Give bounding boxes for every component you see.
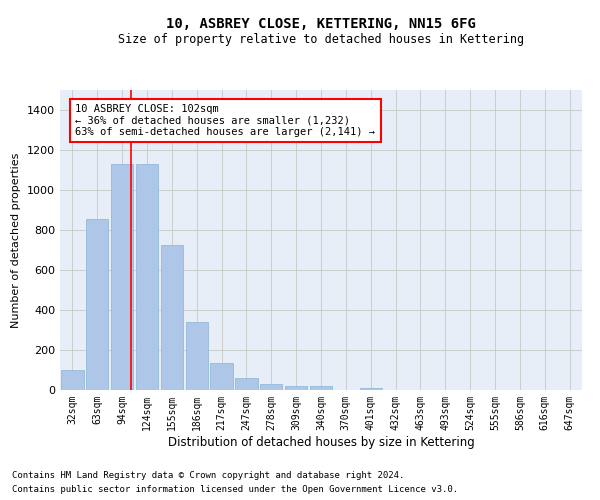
Bar (136, 164, 158, 390)
Text: 10, ASBREY CLOSE, KETTERING, NN15 6FG: 10, ASBREY CLOSE, KETTERING, NN15 6FG (166, 18, 476, 32)
Bar (61, 370, 83, 390)
Bar (185, 322, 208, 390)
Bar (86, 219, 109, 390)
Bar (111, 164, 133, 390)
Bar (260, 384, 283, 390)
Bar (359, 388, 382, 390)
Text: Contains HM Land Registry data © Crown copyright and database right 2024.: Contains HM Land Registry data © Crown c… (12, 470, 404, 480)
Text: Contains public sector information licensed under the Open Government Licence v3: Contains public sector information licen… (12, 486, 458, 494)
X-axis label: Distribution of detached houses by size in Kettering: Distribution of detached houses by size … (167, 436, 475, 448)
Bar (235, 378, 257, 390)
Bar (161, 245, 183, 390)
Text: 10 ASBREY CLOSE: 102sqm
← 36% of detached houses are smaller (1,232)
63% of semi: 10 ASBREY CLOSE: 102sqm ← 36% of detache… (76, 104, 376, 137)
Y-axis label: Number of detached properties: Number of detached properties (11, 152, 22, 328)
Bar (211, 363, 233, 390)
Bar (285, 386, 307, 390)
Bar (310, 386, 332, 390)
Text: Size of property relative to detached houses in Kettering: Size of property relative to detached ho… (118, 32, 524, 46)
